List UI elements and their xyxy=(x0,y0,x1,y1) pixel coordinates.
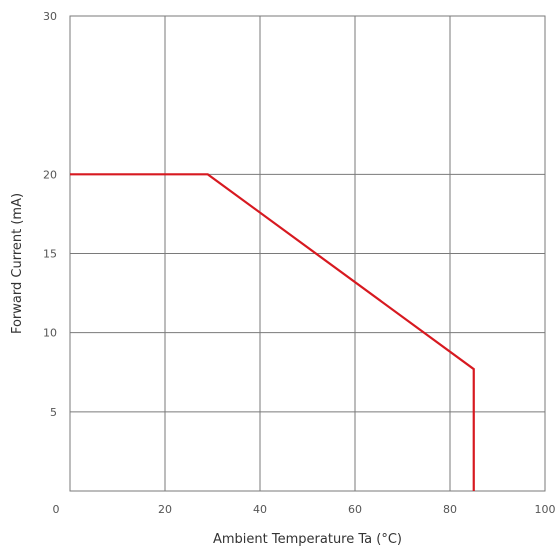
y-axis-title: Forward Current (mA) xyxy=(10,193,25,334)
plot-frame xyxy=(69,15,546,492)
y-tick-label: 10 xyxy=(43,327,57,340)
y-tick-label: 20 xyxy=(43,168,57,181)
series-line xyxy=(70,173,475,491)
x-tick-label: 80 xyxy=(443,503,457,516)
x-tick-label: 20 xyxy=(158,503,172,516)
x-axis-title: Ambient Temperature Ta (°C) xyxy=(213,532,402,547)
grid xyxy=(70,16,545,491)
y-tick-label: 30 xyxy=(43,10,57,23)
y-tick-label: 15 xyxy=(43,248,57,261)
x-tick-label: 100 xyxy=(535,503,555,516)
series-layer xyxy=(70,173,475,491)
x-tick-label: 60 xyxy=(348,503,362,516)
tick-labels: 0 20 40 60 80 100 5 10 15 20 30 xyxy=(43,10,555,516)
y-tick-label: 5 xyxy=(50,406,57,419)
x-tick-label: 0 xyxy=(53,503,60,516)
x-tick-label: 40 xyxy=(253,503,267,516)
